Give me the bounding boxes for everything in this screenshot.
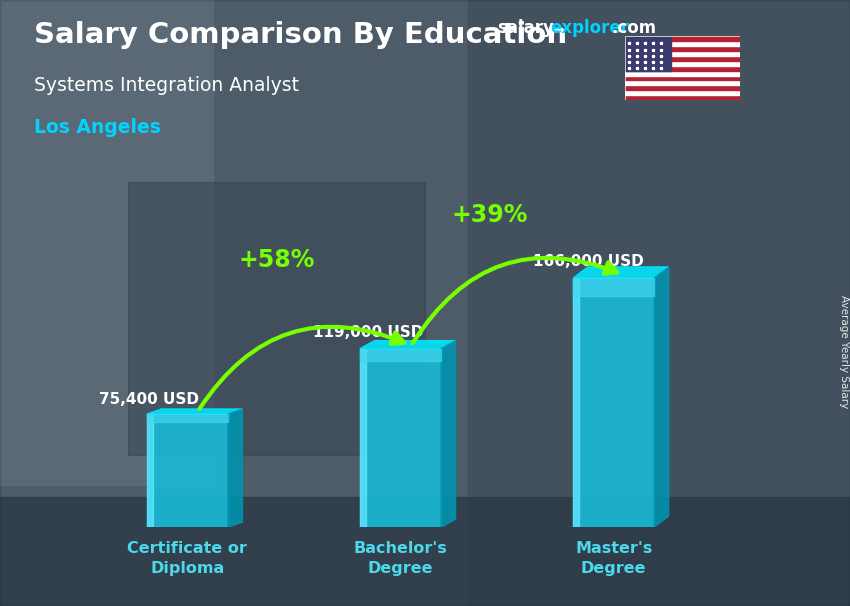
Text: salary: salary	[497, 19, 554, 38]
Text: .com: .com	[611, 19, 656, 38]
Text: Average Yearly Salary: Average Yearly Salary	[839, 295, 849, 408]
Bar	[625, 76, 740, 81]
Bar	[625, 71, 740, 76]
Bar	[625, 56, 740, 61]
Bar	[0, 497, 850, 606]
Bar	[147, 414, 228, 527]
Polygon shape	[441, 341, 456, 527]
Bar	[573, 278, 655, 527]
Bar	[360, 348, 441, 527]
Bar	[573, 278, 655, 296]
Text: explorer: explorer	[550, 19, 629, 38]
Bar	[625, 51, 740, 56]
Bar	[625, 61, 740, 65]
Text: 166,000 USD: 166,000 USD	[533, 254, 643, 269]
Bar	[625, 36, 740, 41]
Text: +58%: +58%	[239, 248, 315, 273]
Bar	[625, 81, 740, 85]
Bar	[147, 414, 228, 422]
Bar	[360, 348, 366, 527]
Bar	[625, 95, 740, 100]
Text: Salary Comparison By Education: Salary Comparison By Education	[34, 21, 567, 49]
Bar	[468, 0, 850, 606]
Bar	[360, 348, 441, 361]
Text: Los Angeles: Los Angeles	[34, 118, 161, 137]
Bar	[0, 0, 212, 485]
Polygon shape	[573, 267, 669, 278]
Bar	[625, 65, 740, 71]
FancyArrowPatch shape	[200, 327, 405, 409]
Polygon shape	[654, 267, 669, 527]
Text: 119,000 USD: 119,000 USD	[314, 325, 424, 341]
Text: Systems Integration Analyst: Systems Integration Analyst	[34, 76, 299, 95]
Polygon shape	[360, 341, 456, 348]
Bar	[147, 414, 152, 527]
Bar	[625, 85, 740, 90]
Text: 75,400 USD: 75,400 USD	[99, 391, 199, 407]
Polygon shape	[228, 409, 242, 527]
FancyArrowPatch shape	[412, 258, 617, 343]
Bar	[128, 182, 425, 454]
Bar	[625, 36, 671, 71]
Polygon shape	[147, 409, 242, 414]
Bar	[625, 41, 740, 46]
Bar	[625, 46, 740, 51]
Bar	[625, 90, 740, 95]
Bar	[573, 278, 579, 527]
Text: +39%: +39%	[452, 203, 528, 227]
